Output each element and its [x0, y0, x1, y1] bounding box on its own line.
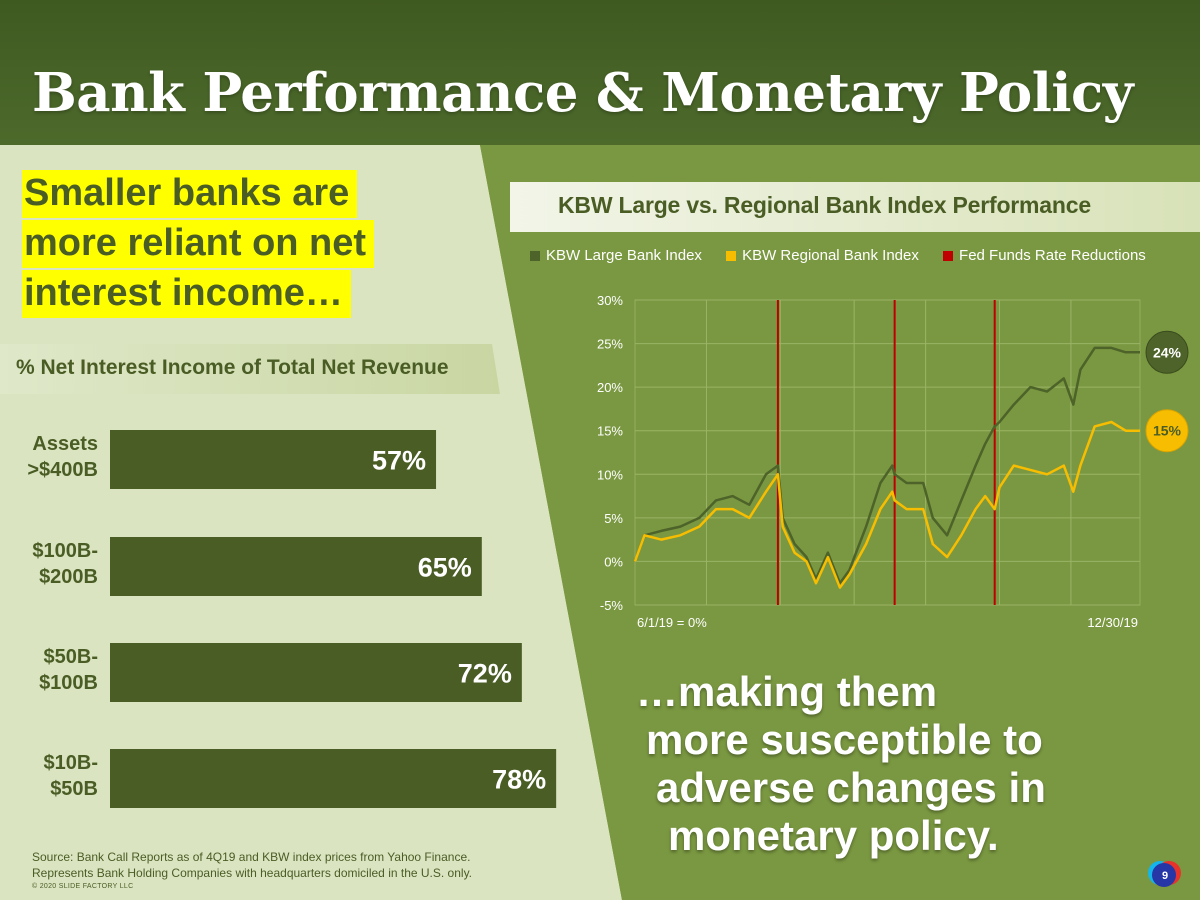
slide-title: Bank Performance & Monetary Policy [32, 62, 1134, 124]
header-bar [0, 0, 1200, 145]
legend-label-fed: Fed Funds Rate Reductions [959, 247, 1146, 264]
bar-category-label: $200B [39, 566, 98, 588]
legend-swatch-regional [726, 250, 737, 261]
page-number: 9 [1161, 870, 1169, 882]
bar-category-label: Assets [32, 433, 98, 455]
source-line: Source: Bank Call Reports as of 4Q19 and… [32, 850, 471, 864]
headline-line: more reliant on net [22, 220, 375, 268]
bar [110, 643, 522, 702]
callout-line: adverse changes in [656, 764, 1046, 811]
bar-value-label: 78% [492, 765, 546, 795]
y-tick-label: 5% [604, 511, 623, 526]
line-chart-title: KBW Large vs. Regional Bank Index Perfor… [558, 192, 1091, 218]
right-panel [480, 145, 1200, 900]
bar-value-label: 65% [418, 553, 472, 583]
y-tick-label: 30% [597, 293, 623, 308]
bar-category-label: $10B- [44, 752, 98, 774]
bar-category-label: $100B [39, 672, 98, 694]
legend-swatch-large [530, 250, 540, 261]
series-line-regional [633, 420, 1140, 589]
callout-line: monetary policy. [668, 812, 999, 859]
legend-item-regional: KBW Regional Bank Index [726, 247, 919, 264]
bar-chart: 57% Assets >$400B 65% $100B- $200B 72% $50B- $10… [27, 430, 557, 808]
bar [110, 430, 437, 489]
source-line: Represents Bank Holding Companies with h… [32, 866, 473, 880]
copyright: © 2020 SLIDE FACTORY LLC [32, 883, 134, 890]
legend-label-large: KBW Large Bank Index [546, 247, 702, 264]
bar-category-label: $50B [50, 778, 98, 800]
bar-value-label: 72% [458, 659, 512, 689]
y-tick-label: 10% [597, 467, 623, 482]
y-tick-label: 0% [604, 554, 623, 569]
y-tick-label: 20% [597, 380, 623, 395]
bar-value-label: 57% [372, 446, 426, 476]
page-number-badge [1148, 861, 1181, 887]
headline-line: interest income… [22, 270, 351, 318]
line-chart-legend: KBW Large Bank Index KBW Regional Bank I… [530, 247, 1166, 265]
legend-swatch-fed [943, 250, 954, 261]
end-value-badge [1145, 330, 1189, 374]
y-tick-label: -5% [600, 598, 624, 613]
end-value-label: 15% [1153, 423, 1182, 439]
callout-line: more susceptible to [646, 716, 1043, 763]
legend-label-regional: KBW Regional Bank Index [742, 247, 919, 264]
y-tick-label: 15% [597, 424, 623, 439]
bar [110, 537, 482, 596]
bar-category-label: $100B- [32, 540, 98, 562]
bar-category-label: $50B- [44, 646, 98, 668]
end-value-badge [1145, 409, 1189, 453]
x-start-label: 6/1/19 = 0% [637, 615, 707, 630]
bar-chart-title: % Net Interest Income of Total Net Reven… [16, 356, 449, 379]
line-chart-title-ribbon [510, 182, 1200, 232]
headline: Smaller banks are more reliant on net in… [22, 170, 452, 320]
source-note: Source: Bank Call Reports as of 4Q19 and… [32, 849, 472, 881]
x-end-label: 12/30/19 [1087, 615, 1138, 630]
callout-line: …making them [636, 668, 938, 715]
headline-line: Smaller banks are [22, 170, 358, 218]
callout-text: …making them more susceptible to adverse… [636, 668, 1046, 860]
y-tick-label: 25% [597, 337, 623, 352]
bar [110, 749, 557, 808]
end-value-label: 24% [1153, 344, 1182, 360]
legend-item-large: KBW Large Bank Index [530, 247, 702, 264]
line-chart: -5% 0% 5% 10% 15% 20% 25% 30% 6/1/19 = 0% 12/30/1… [597, 293, 1189, 630]
bar-chart-title-ribbon [0, 344, 500, 394]
plot-area [634, 299, 1141, 606]
bar-category-label: >$400B [27, 459, 98, 481]
legend-item-fed: Fed Funds Rate Reductions [943, 247, 1146, 264]
series-line-large [633, 346, 1140, 585]
